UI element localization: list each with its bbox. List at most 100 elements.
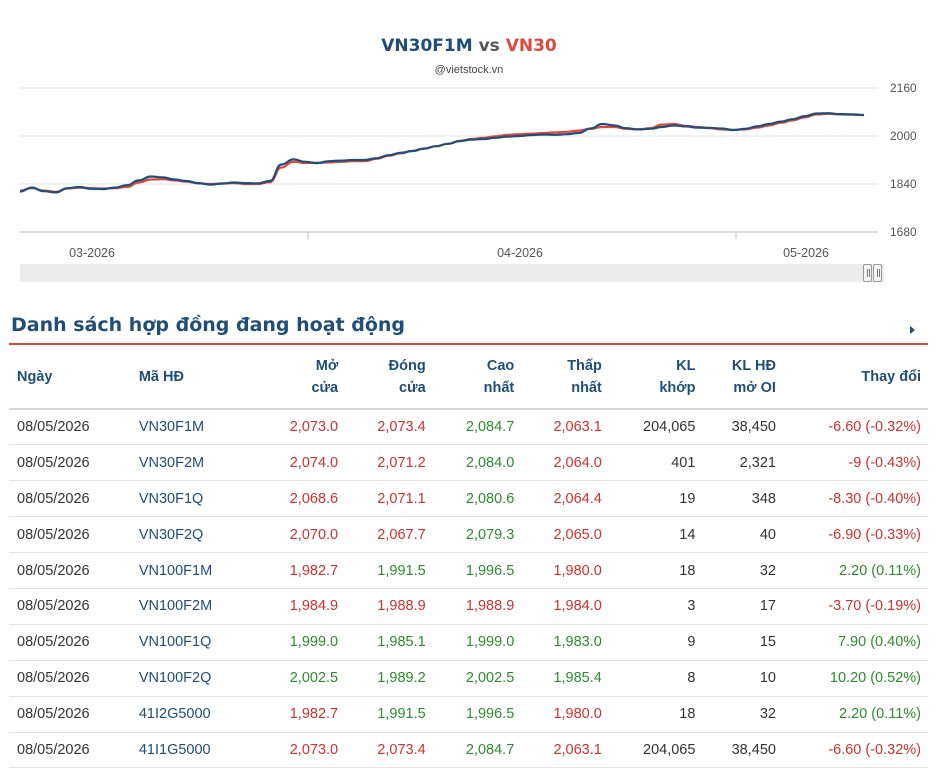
cell-open: 2,073.0: [273, 732, 339, 768]
y-tick-label: 1840: [890, 177, 917, 191]
cell-open-interest: 40: [695, 516, 776, 554]
table-row[interactable]: 08/05/2026 VN30F1M 2,073.0 2,073.4 2,084.7 2,…: [9, 409, 928, 446]
cell-open-interest: 32: [695, 552, 776, 589]
cell-change: -6.60 (-0.32%): [775, 409, 928, 446]
chart-title: VN30F1M vs VN30: [0, 36, 938, 56]
section-expand-arrow-icon[interactable]: [910, 326, 915, 334]
cell-date: 08/05/2026: [9, 480, 139, 518]
y-tick-label: 1680: [890, 225, 917, 239]
section-divider: [9, 343, 928, 345]
table-row[interactable]: 08/05/2026 VN100F1M 1,982.7 1,991.5 1,996.5 1…: [9, 552, 928, 589]
header-open-interest[interactable]: KL HĐ mở OI: [695, 346, 776, 410]
cell-contract-code[interactable]: VN30F1M: [138, 409, 274, 446]
cell-open: 2,068.6: [273, 480, 339, 518]
cell-contract-code[interactable]: VN100F1M: [138, 552, 274, 589]
cell-date: 08/05/2026: [9, 516, 139, 554]
cell-contract-code[interactable]: VN30F2M: [138, 444, 274, 482]
cell-change: -3.70 (-0.19%): [775, 588, 928, 625]
cell-low: 2,064.0: [514, 444, 602, 482]
cell-open-interest: 348: [695, 480, 776, 518]
cell-change: 2.20 (0.11%): [775, 552, 928, 589]
table-row[interactable]: 08/05/2026 VN100F2Q 2,002.5 1,989.2 2,002.5 1…: [9, 660, 928, 697]
cell-open: 1,982.7: [273, 696, 339, 733]
table-body: 08/05/2026 VN30F1M 2,073.0 2,073.4 2,084.7 2,…: [9, 409, 928, 768]
cell-contract-code[interactable]: VN100F1Q: [138, 624, 274, 661]
cell-close: 1,985.1: [338, 624, 426, 661]
chart-title-series1: VN30F1M: [381, 36, 473, 56]
cell-low: 2,065.0: [514, 516, 602, 554]
cell-close: 1,989.2: [338, 660, 426, 697]
cell-volume: 204,065: [601, 732, 696, 768]
cell-open-interest: 38,450: [695, 409, 776, 446]
cell-change: -8.30 (-0.40%): [775, 480, 928, 518]
cell-close: 2,067.7: [338, 516, 426, 554]
cell-date: 08/05/2026: [9, 409, 139, 446]
cell-low: 1,980.0: [514, 552, 602, 589]
header-code[interactable]: Mã HĐ: [138, 346, 274, 410]
header-volume[interactable]: KL khớp: [601, 346, 696, 410]
cell-volume: 8: [601, 660, 696, 697]
header-open[interactable]: Mở cửa: [273, 346, 339, 410]
cell-close: 1,991.5: [338, 552, 426, 589]
price-chart: 2160 2000 1840 1680 03-2026 04-2026 05-2026 VN…: [0, 0, 938, 290]
navigator-grip-right-icon[interactable]: [873, 264, 882, 282]
cell-change: 2.20 (0.11%): [775, 696, 928, 733]
cell-contract-code[interactable]: VN100F2Q: [138, 660, 274, 697]
cell-open: 2,074.0: [273, 444, 339, 482]
navigator-grip-left-icon[interactable]: [863, 264, 872, 282]
cell-high: 2,084.7: [425, 732, 515, 768]
cell-high: 2,079.3: [425, 516, 515, 554]
cell-volume: 18: [601, 696, 696, 733]
header-high-line1: Cao: [486, 358, 515, 374]
cell-change: -6.60 (-0.32%): [775, 732, 928, 768]
cell-open: 2,073.0: [273, 409, 339, 446]
cell-open: 2,002.5: [273, 660, 339, 697]
cell-change: -9 (-0.43%): [775, 444, 928, 482]
table-row[interactable]: 08/05/2026 VN100F1Q 1,999.0 1,985.1 1,999.0 1…: [9, 624, 928, 661]
cell-open-interest: 17: [695, 588, 776, 625]
header-volume-line2: khớp: [659, 380, 696, 396]
table-row[interactable]: 08/05/2026 41I1G5000 2,073.0 2,073.4 2,084.7…: [9, 732, 928, 768]
cell-contract-code[interactable]: VN100F2M: [138, 588, 274, 625]
table-row[interactable]: 08/05/2026 VN30F2Q 2,070.0 2,067.7 2,079.3 2,…: [9, 516, 928, 554]
cell-date: 08/05/2026: [9, 624, 139, 661]
cell-low: 1,985.4: [514, 660, 602, 697]
header-volume-line1: KL: [676, 358, 696, 374]
cell-open-interest: 32: [695, 696, 776, 733]
cell-high: 1,996.5: [425, 696, 515, 733]
cell-open: 1,984.9: [273, 588, 339, 625]
cell-change: 7.90 (0.40%): [775, 624, 928, 661]
table-row[interactable]: 08/05/2026 VN30F1Q 2,068.6 2,071.1 2,080.6 2,…: [9, 480, 928, 518]
cell-contract-code[interactable]: VN30F2Q: [138, 516, 274, 554]
header-close[interactable]: Đóng cửa: [338, 346, 426, 410]
table-row[interactable]: 08/05/2026 VN100F2M 1,984.9 1,988.9 1,988.9 1…: [9, 588, 928, 625]
cell-contract-code[interactable]: 41I2G5000: [138, 696, 274, 733]
x-tick-label: 05-2026: [783, 246, 829, 260]
cell-close: 2,071.1: [338, 480, 426, 518]
cell-contract-code[interactable]: VN30F1Q: [138, 480, 274, 518]
cell-high: 1,996.5: [425, 552, 515, 589]
navigator-handle[interactable]: [862, 263, 884, 283]
cell-close: 1,988.9: [338, 588, 426, 625]
x-tick-label: 03-2026: [69, 246, 115, 260]
table-row[interactable]: 08/05/2026 VN30F2M 2,074.0 2,071.2 2,084.0 2,…: [9, 444, 928, 482]
header-high-line2: nhất: [483, 380, 515, 396]
cell-date: 08/05/2026: [9, 732, 139, 768]
cell-volume: 3: [601, 588, 696, 625]
cell-open: 1,999.0: [273, 624, 339, 661]
header-low[interactable]: Thấp nhất: [514, 346, 602, 410]
chart-navigator[interactable]: [20, 264, 884, 282]
cell-close: 2,073.4: [338, 409, 426, 446]
header-high[interactable]: Cao nhất: [425, 346, 515, 410]
cell-close: 2,071.2: [338, 444, 426, 482]
header-oi-line2: mở OI: [733, 380, 776, 396]
header-date[interactable]: Ngày: [9, 346, 139, 410]
chart-canvas: 2160 2000 1840 1680 03-2026 04-2026 05-2026: [19, 81, 917, 260]
cell-volume: 204,065: [601, 409, 696, 446]
cell-close: 1,991.5: [338, 696, 426, 733]
cell-volume: 18: [601, 552, 696, 589]
table-row[interactable]: 08/05/2026 41I2G5000 1,982.7 1,991.5 1,996.5…: [9, 696, 928, 733]
cell-contract-code[interactable]: 41I1G5000: [138, 732, 274, 768]
header-change[interactable]: Thay đổi: [775, 346, 928, 410]
cell-high: 1,999.0: [425, 624, 515, 661]
